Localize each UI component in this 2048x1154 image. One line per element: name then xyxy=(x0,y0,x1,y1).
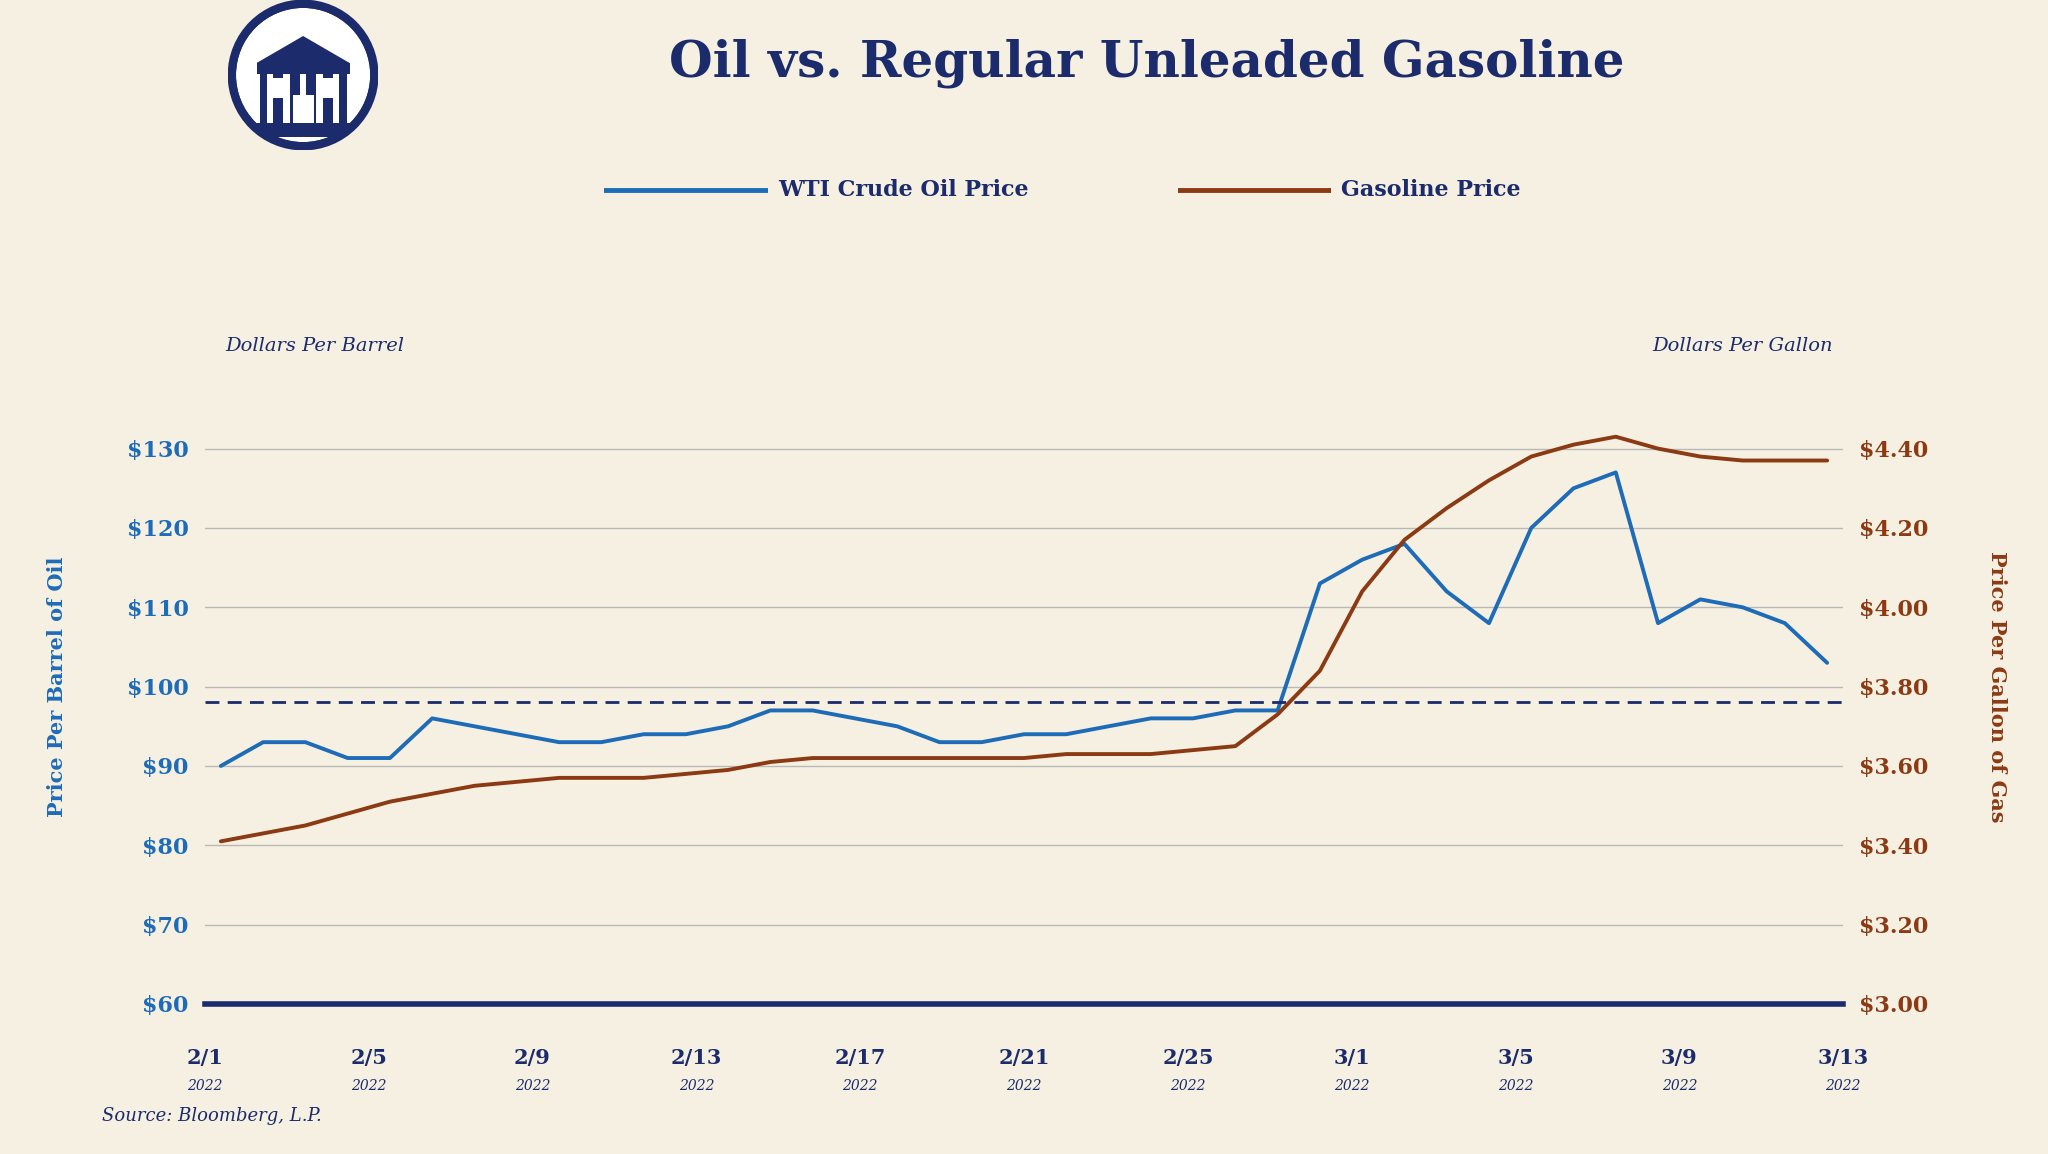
Text: 2022: 2022 xyxy=(350,1079,387,1093)
Text: 2022: 2022 xyxy=(1169,1079,1206,1093)
Text: 2022: 2022 xyxy=(514,1079,551,1093)
Text: 2/13: 2/13 xyxy=(670,1048,723,1067)
Text: Dollars Per Gallon: Dollars Per Gallon xyxy=(1653,337,1833,355)
Text: WTI Crude Oil Price: WTI Crude Oil Price xyxy=(778,179,1028,202)
Text: 2022: 2022 xyxy=(842,1079,879,1093)
Text: 2/5: 2/5 xyxy=(350,1048,387,1067)
Text: Source: Bloomberg, L.P.: Source: Bloomberg, L.P. xyxy=(102,1107,322,1125)
Text: 3/9: 3/9 xyxy=(1661,1048,1698,1067)
Text: Gasoline Price: Gasoline Price xyxy=(1341,179,1522,202)
Text: Dollars Per Barrel: Dollars Per Barrel xyxy=(225,337,403,355)
Bar xyxy=(324,78,338,98)
Text: 2022: 2022 xyxy=(1825,1079,1862,1093)
Bar xyxy=(299,74,307,123)
Text: Price Per Barrel of Oil: Price Per Barrel of Oil xyxy=(47,556,68,817)
Text: 2/1: 2/1 xyxy=(186,1048,223,1067)
Text: 2022: 2022 xyxy=(1006,1079,1042,1093)
Circle shape xyxy=(231,3,375,147)
Text: 2/21: 2/21 xyxy=(997,1048,1051,1067)
Text: 3/1: 3/1 xyxy=(1333,1048,1370,1067)
Bar xyxy=(242,123,365,136)
Bar xyxy=(293,95,313,123)
Text: 2022: 2022 xyxy=(1661,1079,1698,1093)
Bar xyxy=(268,78,283,98)
Text: 3/13: 3/13 xyxy=(1817,1048,1870,1067)
Text: Price Per Gallon of Gas: Price Per Gallon of Gas xyxy=(1987,550,2007,823)
Text: 2022: 2022 xyxy=(678,1079,715,1093)
Text: 3/5: 3/5 xyxy=(1497,1048,1534,1067)
Text: Oil vs. Regular Unleaded Gasoline: Oil vs. Regular Unleaded Gasoline xyxy=(670,39,1624,88)
Bar xyxy=(315,74,324,123)
Text: 2/25: 2/25 xyxy=(1161,1048,1214,1067)
Bar xyxy=(256,63,350,74)
Polygon shape xyxy=(256,36,350,63)
Text: 2/17: 2/17 xyxy=(834,1048,887,1067)
Bar xyxy=(283,74,291,123)
Text: 2/9: 2/9 xyxy=(514,1048,551,1067)
Bar xyxy=(260,69,346,123)
Bar xyxy=(332,74,340,123)
Bar xyxy=(266,74,274,123)
Text: 2022: 2022 xyxy=(1497,1079,1534,1093)
Text: 2022: 2022 xyxy=(186,1079,223,1093)
Text: 2022: 2022 xyxy=(1333,1079,1370,1093)
